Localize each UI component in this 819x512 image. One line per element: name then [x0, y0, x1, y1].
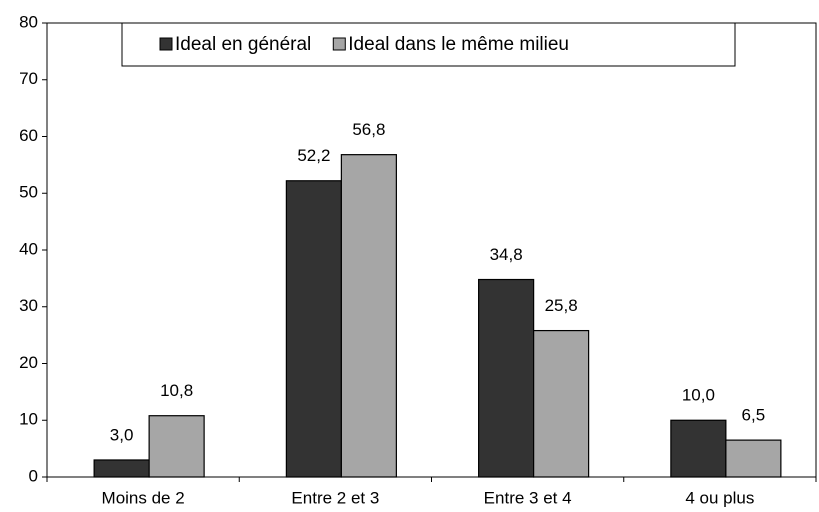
value-label: 10,0	[682, 386, 715, 405]
y-tick-label: 80	[19, 12, 38, 31]
legend-label: Ideal dans le même milieu	[348, 34, 569, 55]
legend-swatch	[332, 37, 346, 51]
bar	[478, 278, 535, 478]
bar	[670, 419, 727, 478]
bar	[93, 459, 150, 478]
y-tick-label: 20	[19, 353, 38, 372]
value-label: 56,8	[352, 120, 385, 139]
bar	[285, 180, 342, 478]
bar	[533, 329, 590, 478]
value-label: 6,5	[742, 406, 766, 425]
y-tick-label: 70	[19, 69, 38, 88]
legend-label: Ideal en général	[175, 34, 311, 55]
value-label: 52,2	[297, 146, 330, 165]
y-tick-label: 60	[19, 126, 38, 145]
value-label: 3,0	[110, 425, 134, 444]
y-tick-label: 30	[19, 296, 38, 315]
y-tick-label: 40	[19, 239, 38, 258]
x-tick-label: Entre 3 et 4	[484, 488, 572, 507]
value-label: 25,8	[545, 296, 578, 315]
value-label: 34,8	[490, 245, 523, 264]
bar	[725, 439, 782, 478]
y-tick-label: 10	[19, 410, 38, 429]
bar	[148, 415, 205, 478]
x-tick-label: 4 ou plus	[685, 488, 754, 507]
value-label: 10,8	[160, 381, 193, 400]
x-tick-label: Entre 2 et 3	[291, 488, 379, 507]
legend	[121, 22, 736, 67]
y-tick-label: 0	[29, 466, 38, 485]
legend-swatch	[159, 37, 173, 51]
bar	[340, 154, 397, 478]
x-tick-label: Moins de 2	[102, 488, 185, 507]
y-tick-label: 50	[19, 183, 38, 202]
